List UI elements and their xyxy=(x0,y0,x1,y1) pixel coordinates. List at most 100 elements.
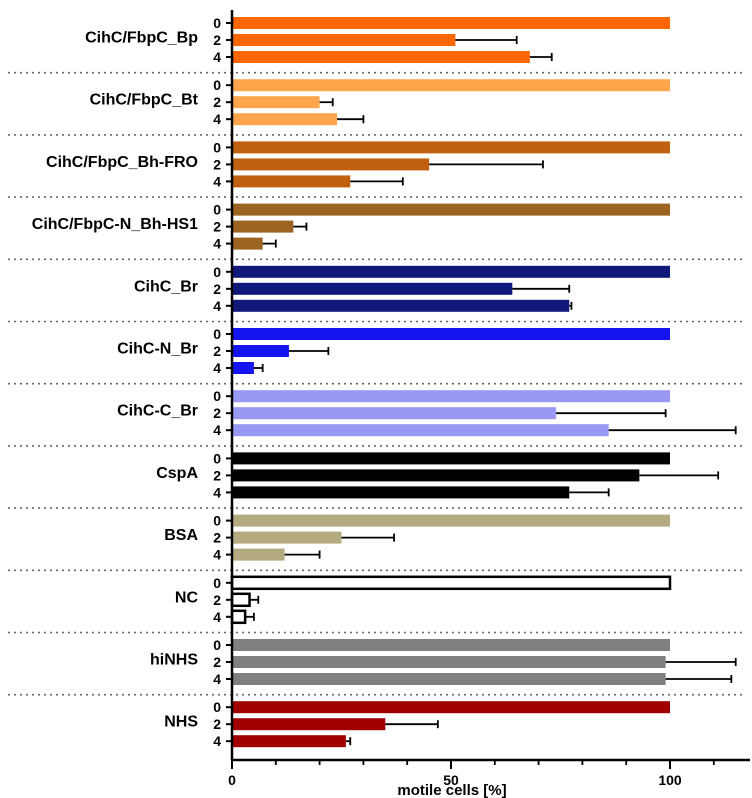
group-0: CihC/FbpC_Bp 024 xyxy=(8,15,746,74)
group-3: CihC/FbpC-N_Bh-HS1 024 xyxy=(8,202,746,261)
timepoint-label: 2 xyxy=(213,467,221,483)
group-5: CihC-N_Br 024 xyxy=(8,326,746,385)
bar xyxy=(232,282,513,295)
bar xyxy=(232,345,289,357)
timepoint-label: 0 xyxy=(213,77,221,93)
timepoint-label: 2 xyxy=(213,405,221,421)
bar xyxy=(232,390,670,403)
bar xyxy=(232,424,609,437)
timepoint-label: 0 xyxy=(213,513,221,529)
timepoint-label: 0 xyxy=(213,139,221,155)
group-10: hiNHS 024 xyxy=(8,637,746,696)
x-axis-title: motile cells [%] xyxy=(397,782,506,798)
group-7: CspA 024 xyxy=(8,450,746,509)
group-label: hiNHS xyxy=(150,652,198,669)
bar xyxy=(232,175,351,188)
timepoint-label: 0 xyxy=(213,388,221,404)
timepoint-label: 2 xyxy=(213,654,221,670)
bar xyxy=(232,96,320,109)
timepoint-label: 4 xyxy=(213,733,221,749)
timepoint-label: 0 xyxy=(213,450,221,466)
bar xyxy=(232,514,670,527)
bar xyxy=(232,299,570,312)
timepoint-label: 2 xyxy=(213,592,221,608)
bar xyxy=(232,735,346,748)
bar xyxy=(232,673,666,685)
bar xyxy=(232,79,670,92)
timepoint-label: 0 xyxy=(213,15,221,31)
timepoint-label: 4 xyxy=(213,173,221,189)
bar xyxy=(232,362,254,374)
bar xyxy=(232,17,670,29)
timepoint-label: 2 xyxy=(213,281,221,297)
bar xyxy=(230,575,672,591)
timepoint-label: 4 xyxy=(213,236,221,252)
x-tick-label: 100 xyxy=(658,772,682,788)
bar xyxy=(230,592,251,608)
group-1: CihC/FbpC_Bt 024 xyxy=(8,77,746,136)
x-tick-label: 50 xyxy=(443,772,459,788)
bar xyxy=(230,609,247,625)
bar xyxy=(232,141,670,154)
bar xyxy=(232,486,570,499)
timepoint-label: 4 xyxy=(213,360,221,376)
timepoint-label: 2 xyxy=(213,94,221,110)
group-label: CspA xyxy=(156,465,198,482)
group-label: CihC/FbpC-N_Bh-HS1 xyxy=(32,216,198,233)
x-tick-label: 0 xyxy=(228,772,236,788)
timepoint-label: 4 xyxy=(213,484,221,500)
group-label: CihC/FbpC_Bp xyxy=(85,30,198,47)
group-label: CihC-C_Br xyxy=(117,403,198,420)
group-4: CihC_Br 024 xyxy=(8,264,746,323)
group-2: CihC/FbpC_Bh-FRO 024 xyxy=(8,139,746,198)
bar xyxy=(232,718,386,731)
group-label: CihC/FbpC_Bt xyxy=(90,92,199,109)
group-label: NHS xyxy=(164,714,198,731)
timepoint-label: 0 xyxy=(213,699,221,715)
timepoint-label: 0 xyxy=(213,202,221,218)
bar xyxy=(232,548,285,561)
bar xyxy=(232,220,294,233)
chart-groups: CihC/FbpC_Bp024CihC/FbpC_Bt024CihC/FbpC_… xyxy=(8,15,746,749)
bar xyxy=(232,701,670,714)
bar xyxy=(232,265,670,278)
bar xyxy=(232,34,456,46)
group-11: NHS 024 xyxy=(164,699,670,749)
group-label: BSA xyxy=(164,527,198,544)
group-8: BSA 024 xyxy=(8,513,746,572)
bar xyxy=(232,639,670,651)
bar xyxy=(232,51,530,63)
group-label: NC xyxy=(175,589,199,606)
bar xyxy=(232,328,670,340)
group-label: CihC/FbpC_Bh-FRO xyxy=(46,154,198,171)
timepoint-label: 4 xyxy=(213,111,221,127)
bar xyxy=(232,237,263,250)
timepoint-label: 2 xyxy=(213,530,221,546)
timepoint-label: 0 xyxy=(213,264,221,280)
group-label: CihC_Br xyxy=(134,278,198,295)
bar xyxy=(232,469,640,482)
bar xyxy=(232,113,338,126)
timepoint-label: 0 xyxy=(213,637,221,653)
timepoint-label: 4 xyxy=(213,422,221,438)
timepoint-label: 0 xyxy=(213,575,221,591)
group-label: CihC-N_Br xyxy=(117,341,198,358)
timepoint-label: 2 xyxy=(213,32,221,48)
timepoint-label: 2 xyxy=(213,343,221,359)
bar xyxy=(232,531,342,544)
timepoint-label: 4 xyxy=(213,609,221,625)
group-9: NC 024 xyxy=(8,575,746,634)
timepoint-label: 0 xyxy=(213,326,221,342)
timepoint-label: 4 xyxy=(213,298,221,314)
timepoint-label: 2 xyxy=(213,219,221,235)
timepoint-label: 4 xyxy=(213,671,221,687)
timepoint-label: 2 xyxy=(213,716,221,732)
timepoint-label: 4 xyxy=(213,49,221,65)
group-6: CihC-C_Br 024 xyxy=(8,388,746,447)
bar xyxy=(232,407,557,420)
timepoint-label: 4 xyxy=(213,547,221,563)
x-axis: 0 50 100 xyxy=(228,10,750,788)
bar xyxy=(232,203,670,216)
bar xyxy=(232,452,670,465)
